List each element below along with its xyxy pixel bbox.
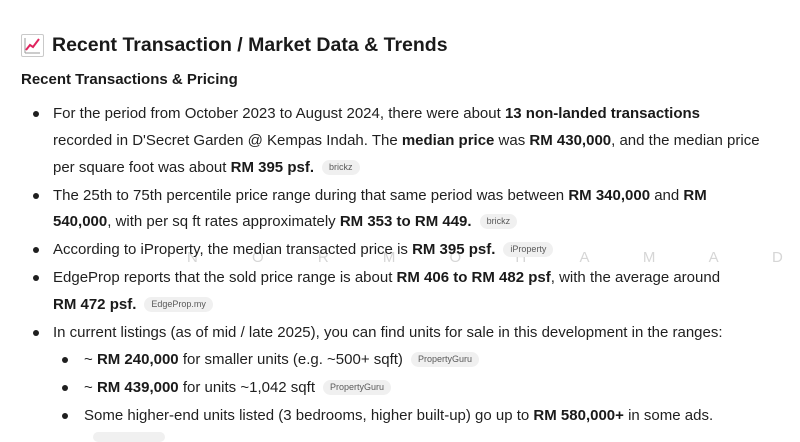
bullet-dot xyxy=(33,193,39,199)
list-item-line: RM 472 psf. EdgeProp.my xyxy=(53,295,213,315)
list-item-line: EdgeProp reports that the sold price ran… xyxy=(53,269,721,286)
list-item-line: In current listings (as of mid / late 20… xyxy=(53,324,723,341)
source-chip-edgeprop[interactable]: EdgeProp.my xyxy=(144,297,213,312)
sub-list-item: ~ RM 439,000 for units ~1,042 sqft Proper… xyxy=(84,378,392,398)
bullet-dot xyxy=(33,111,39,117)
sub-bullet-dot xyxy=(62,385,68,391)
source-chip-brickz[interactable]: brickz xyxy=(479,214,518,229)
source-chip-partial[interactable] xyxy=(93,432,165,442)
bullet-dot xyxy=(33,247,39,253)
sub-list-item: ~ RM 240,000 for smaller units (e.g. ~50… xyxy=(84,350,479,370)
section-heading: Recent Transaction / Market Data & Trend… xyxy=(21,34,448,57)
chart-increasing-icon xyxy=(21,34,44,57)
list-item-line: According to iProperty, the median trans… xyxy=(53,240,554,260)
sub-bullet-dot xyxy=(62,357,68,363)
source-chip-propertyguru[interactable]: PropertyGuru xyxy=(410,352,479,367)
bullet-dot xyxy=(33,275,39,281)
sub-bullet-dot xyxy=(62,413,68,419)
list-item-line: per square foot was about RM 395 psf. bri… xyxy=(53,158,360,178)
source-chip-brickz[interactable]: brickz xyxy=(321,160,360,175)
source-chip-propertyguru[interactable]: PropertyGuru xyxy=(323,380,392,395)
watermark: N O R M O H A M A D xyxy=(187,249,800,266)
bullet-dot xyxy=(33,330,39,336)
list-item-line: recorded in D'Secret Garden @ Kempas Ind… xyxy=(53,132,760,149)
section-title: Recent Transaction / Market Data & Trend… xyxy=(52,34,448,56)
list-item-line: For the period from October 2023 to Augu… xyxy=(53,105,700,122)
sub-list-item: Some higher-end units listed (3 bedrooms… xyxy=(84,407,714,424)
subsection-title: Recent Transactions & Pricing xyxy=(21,71,238,88)
source-chip-iproperty[interactable]: iProperty xyxy=(503,242,554,257)
list-item-line: 540,000, with per sq ft rates approximat… xyxy=(53,212,518,232)
list-item-line: The 25th to 75th percentile price range … xyxy=(53,187,707,204)
